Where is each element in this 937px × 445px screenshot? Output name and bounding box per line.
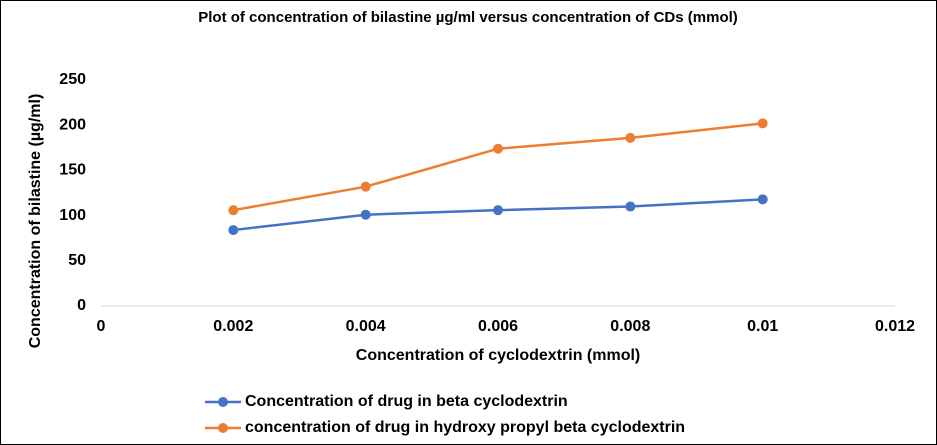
data-point <box>228 205 239 216</box>
x-tick-label: 0.008 <box>610 318 650 335</box>
data-point <box>493 205 503 216</box>
data-point <box>625 132 636 143</box>
y-tick-label: 0 <box>77 297 86 314</box>
y-tick-label: 250 <box>59 71 86 88</box>
legend-marker <box>218 397 228 407</box>
legend-label: concentration of drug in hydroxy propyl … <box>245 419 685 436</box>
data-point <box>757 194 768 205</box>
legend-label: Concentration of drug in beta cyclodextr… <box>245 393 568 410</box>
data-point <box>360 209 371 220</box>
legend-marker <box>218 423 228 433</box>
x-tick-label: 0.002 <box>213 318 253 335</box>
y-axis-title: Concentration of bilastine (µg/ml) <box>27 94 44 349</box>
x-tick-label: 0 <box>97 318 106 335</box>
x-tick-label: 0.01 <box>747 318 778 335</box>
y-tick-label: 100 <box>59 207 86 224</box>
y-tick-label: 200 <box>59 116 86 133</box>
x-tick-label: 0.004 <box>346 318 386 335</box>
y-tick-label: 50 <box>68 252 86 269</box>
data-point <box>493 143 503 154</box>
x-tick-label: 0.012 <box>875 318 915 335</box>
data-point <box>360 181 371 192</box>
x-tick-label: 0.006 <box>478 318 518 335</box>
x-axis-title: Concentration of cyclodextrin (mmol) <box>356 347 640 364</box>
chart-title: Plot of concentration of bilastine µg/ml… <box>198 9 738 26</box>
y-tick-label: 150 <box>59 162 86 179</box>
data-point <box>757 118 768 129</box>
data-point <box>625 201 636 212</box>
data-point <box>228 225 239 236</box>
